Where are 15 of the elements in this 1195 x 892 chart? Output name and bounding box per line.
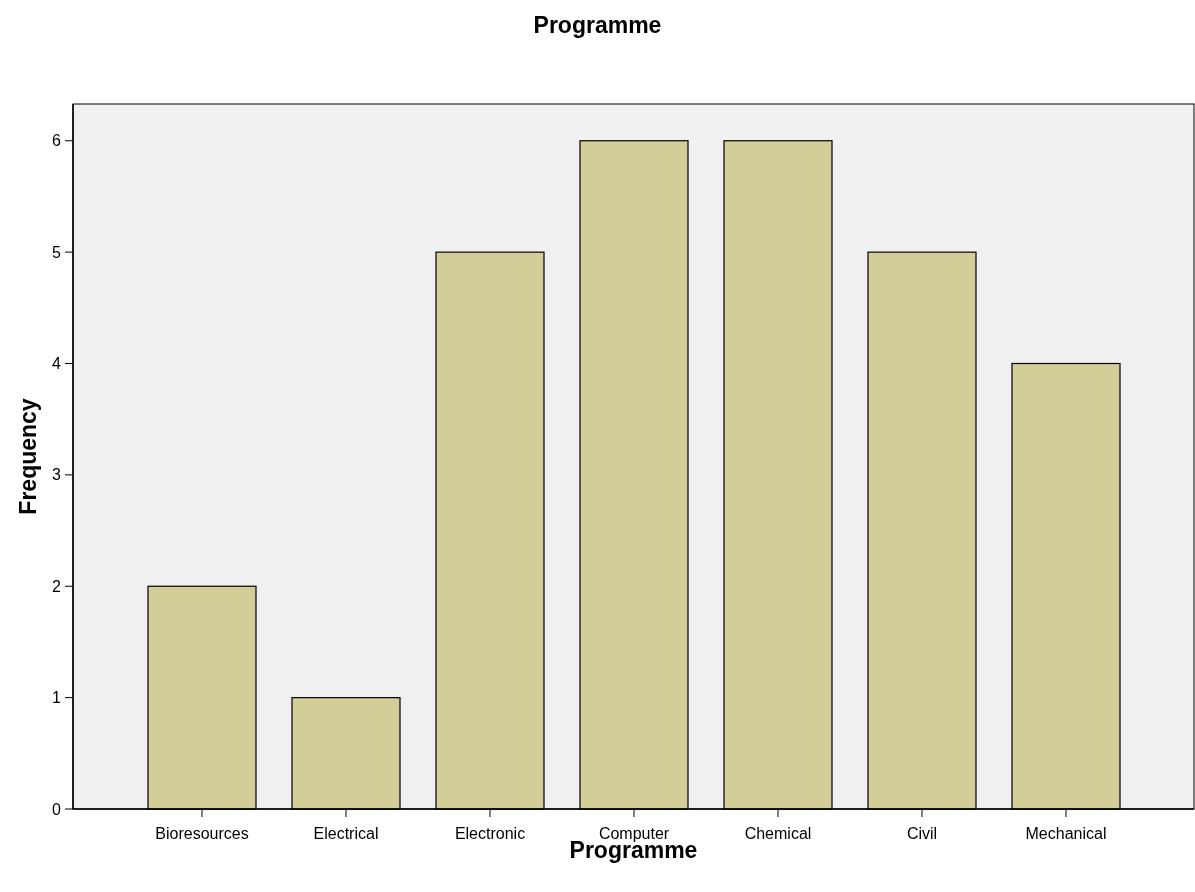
- x-tick-label: Chemical: [744, 825, 812, 842]
- chart-title: Programme: [533, 12, 662, 38]
- y-tick-label: 2: [52, 577, 62, 595]
- y-tick-label: 1: [52, 689, 62, 707]
- y-tick-label: 0: [52, 800, 62, 818]
- x-tick-label: Electronic: [454, 825, 526, 842]
- y-tick-label: 5: [52, 243, 62, 261]
- y-axis-title: Frequency: [15, 398, 41, 515]
- y-tick-label: 6: [52, 132, 62, 150]
- x-tick-label: Bioresources: [155, 825, 249, 842]
- x-tick-label: Electrical: [313, 825, 379, 842]
- x-tick-label: Civil: [906, 825, 938, 842]
- y-tick-label: 3: [52, 466, 62, 484]
- x-tick-label: Mechanical: [1025, 825, 1107, 842]
- y-tick-label: 4: [52, 355, 62, 373]
